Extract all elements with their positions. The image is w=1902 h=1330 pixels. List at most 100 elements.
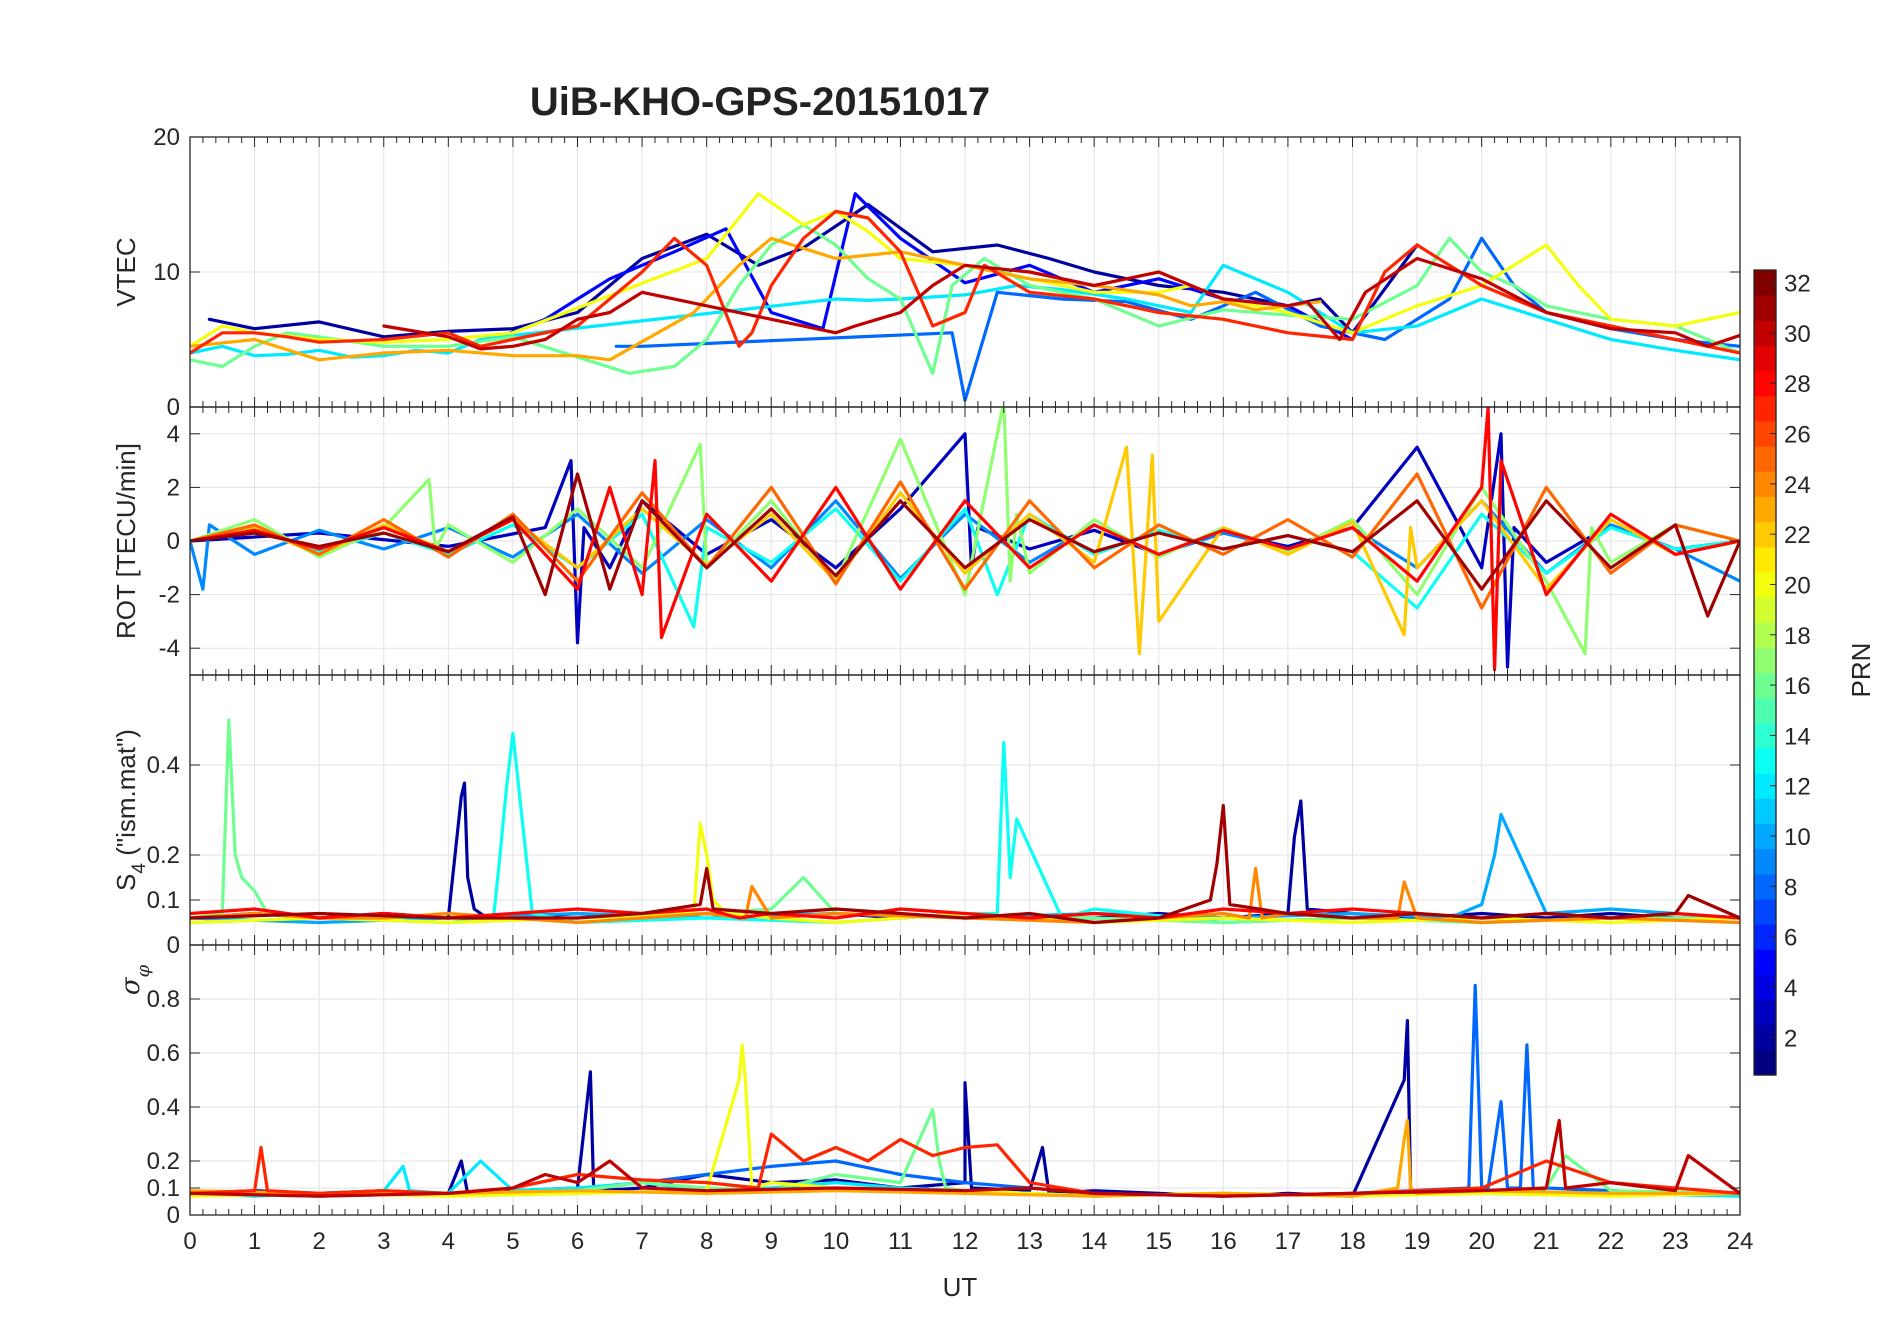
series-prn-20: [190, 1043, 1740, 1198]
x-tick-label: 1: [248, 1228, 261, 1255]
colorbar-segment: [1754, 546, 1776, 573]
panel-sigma_phi: 00.10.20.40.60.8σφ: [116, 944, 1741, 1229]
x-tick-label: 24: [1727, 1228, 1754, 1255]
x-tick-label: 18: [1339, 1228, 1366, 1255]
colorbar-segment: [1754, 898, 1776, 925]
x-tick-label: 9: [765, 1228, 778, 1255]
colorbar-segment: [1754, 521, 1776, 548]
colorbar-segment: [1754, 471, 1776, 498]
y-tick-label: 0: [167, 394, 180, 421]
colorbar-label: PRN: [1846, 643, 1876, 698]
colorbar-segment: [1754, 798, 1776, 825]
x-axis-label: UT: [943, 1272, 978, 1302]
y-tick-label: 0.4: [147, 1094, 180, 1121]
colorbar-tick-label: 28: [1784, 371, 1811, 398]
x-tick-label: 10: [822, 1228, 849, 1255]
x-tick-label: 19: [1404, 1228, 1431, 1255]
panel-s4: 00.10.20.4S4 ("ism.mat"): [111, 674, 1741, 959]
colorbar-tick-label: 20: [1784, 572, 1811, 599]
colorbar-segment: [1754, 773, 1776, 799]
colorbar-segment: [1754, 999, 1776, 1026]
colorbar-segment: [1754, 295, 1776, 321]
colorbar-segment: [1754, 823, 1776, 850]
colorbar-segment: [1754, 747, 1776, 774]
x-axis: UT 0 1 2 3 4 5 6 7 8 9 10 11 12 13 14 15 16 17 18 19 20 21 22 2…: [183, 1228, 1753, 1302]
y-tick-label: 0.2: [147, 1148, 180, 1175]
colorbar-segment: [1754, 420, 1776, 447]
x-tick-label: 20: [1468, 1228, 1495, 1255]
colorbar-tick-label: 18: [1784, 623, 1811, 650]
x-tick-label: 5: [506, 1228, 519, 1255]
y-tick-label: 0: [167, 1202, 180, 1229]
colorbar-segment: [1754, 848, 1776, 875]
colorbar-segment: [1754, 949, 1776, 975]
x-tick-label: 14: [1081, 1228, 1108, 1255]
colorbar-segment: [1754, 597, 1776, 623]
colorbar-tick-label: 10: [1784, 824, 1811, 851]
x-tick-label: 7: [635, 1228, 648, 1255]
colorbar-segment: [1754, 647, 1776, 674]
figure-title: UiB-KHO-GPS-20151017: [530, 80, 990, 124]
colorbar-segment: [1754, 722, 1776, 749]
colorbar-segment: [1754, 345, 1776, 372]
y-tick-label: 0.1: [147, 887, 180, 914]
colorbar-segment: [1754, 672, 1776, 699]
ticks-sigma_phi: 00.10.2 0.4 0.6 0.8: [147, 945, 1741, 1229]
x-tick-label: 23: [1662, 1228, 1689, 1255]
colorbar-segment: [1754, 974, 1776, 1001]
y-tick-label: 0.6: [147, 1040, 180, 1067]
y-tick-label: 0: [167, 528, 180, 555]
panel-vtec: 0 10 20 VTEC: [111, 124, 1741, 421]
x-tick-label: 22: [1597, 1228, 1624, 1255]
series-group-s4: [190, 718, 1740, 925]
x-tick-label: 13: [1016, 1228, 1043, 1255]
colorbar-tick-label: 2: [1784, 1025, 1797, 1052]
colorbar-segment: [1754, 1024, 1776, 1051]
y-tick-label: 0: [167, 932, 180, 959]
colorbar-segment: [1754, 1049, 1776, 1076]
colorbar-segment: [1754, 496, 1776, 523]
x-tick-label: 2: [312, 1228, 325, 1255]
x-tick-label: 21: [1533, 1228, 1560, 1255]
colorbar-segment: [1754, 395, 1776, 422]
colorbar-segment: [1754, 924, 1776, 950]
y-tick-label: 0.8: [147, 986, 180, 1013]
colorbar-tick-label: 22: [1784, 522, 1811, 549]
y-tick-label: 0.2: [147, 842, 180, 869]
colorbar-box: [1753, 269, 1777, 1076]
x-tick-label: 3: [377, 1228, 390, 1255]
ticks-s4: 0 0.1 0.2 0.4: [147, 675, 1741, 959]
series-prn-25: [190, 472, 1740, 610]
x-tick-label: 6: [571, 1228, 584, 1255]
colorbar-tick-label: 30: [1784, 321, 1811, 348]
y-tick-label: 2: [167, 474, 180, 501]
series-prn-27: [190, 209, 1740, 355]
colorbar-segment: [1754, 622, 1776, 648]
series-group-sigma_phi: [190, 983, 1740, 1198]
colorbar-segment: [1754, 446, 1776, 472]
y-tick-label: 20: [153, 124, 180, 151]
x-tick-label: 15: [1145, 1228, 1172, 1255]
series-group-vtec: [190, 192, 1740, 402]
colorbar-segment: [1754, 571, 1776, 598]
colorbar-tick-label: 16: [1784, 673, 1811, 700]
series-prn-31: [190, 472, 1740, 618]
series-prn-5: [498, 192, 1355, 342]
colorbar-tick-label: 8: [1784, 874, 1797, 901]
y-tick-label: 0.1: [147, 1175, 180, 1202]
y-axis-label-rot: ROT [TECU/min]: [111, 443, 141, 639]
y-tick-label: -2: [159, 582, 180, 609]
x-tick-label: 17: [1275, 1228, 1302, 1255]
grid-rot: [189, 407, 1741, 675]
series-prn-31: [190, 803, 1740, 925]
colorbar-segment: [1754, 270, 1776, 296]
y-tick-label: 10: [153, 259, 180, 286]
colorbar-tick-label: 32: [1784, 271, 1811, 298]
x-tick-label: 8: [700, 1228, 713, 1255]
colorbar-tick-label: 12: [1784, 774, 1811, 801]
colorbar-tick-label: 6: [1784, 925, 1797, 952]
